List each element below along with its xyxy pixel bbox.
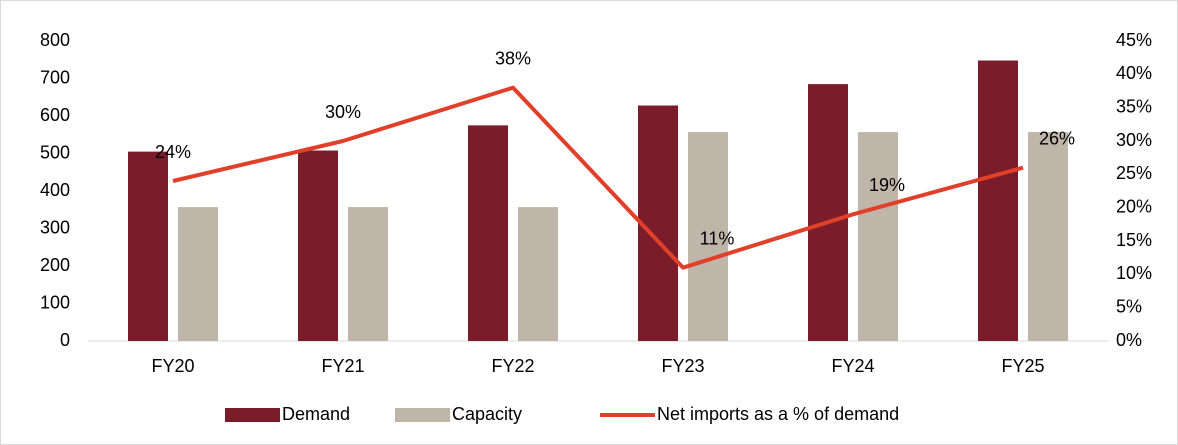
x-tick-label: FY20 [151,356,194,376]
x-tick-label: FY23 [661,356,704,376]
bar [178,207,218,341]
y2-tick-label: 45% [1116,30,1152,50]
bar [1028,132,1068,341]
legend-label: Net imports as a % of demand [657,404,899,424]
y-tick-label: 600 [40,105,70,125]
bar [348,207,388,341]
y2-tick-label: 15% [1116,230,1152,250]
legend-swatch [225,408,280,422]
y-tick-label: 100 [40,292,70,312]
y2-tick-label: 35% [1116,96,1152,116]
y-tick-label: 0 [60,330,70,350]
y-tick-label: 700 [40,67,70,87]
data-label: 19% [869,175,905,195]
line [172,85,1024,270]
data-label: 26% [1039,128,1075,148]
x-tick-label: FY22 [491,356,534,376]
bar [128,151,168,341]
bar [298,150,338,341]
y-tick-label: 500 [40,142,70,162]
bar [978,60,1018,341]
bar [518,207,558,341]
x-tick-label: FY24 [831,356,874,376]
y-tick-label: 300 [40,217,70,237]
data-label: 30% [325,102,361,122]
data-label: 38% [495,48,531,68]
y2-tick-label: 40% [1116,63,1152,83]
y2-tick-label: 20% [1116,196,1152,216]
bar [808,84,848,341]
y2-tick-label: 25% [1116,163,1152,183]
x-tick-label: FY25 [1001,356,1044,376]
y2-tick-label: 5% [1116,296,1142,316]
bar [688,132,728,341]
x-tick-label: FY21 [321,356,364,376]
data-label: 11% [700,228,735,248]
y-tick-label: 200 [40,255,70,275]
bar [858,132,898,341]
data-label: 24% [155,142,191,162]
y2-tick-label: 30% [1116,130,1152,150]
bar [638,105,678,341]
legend-label: Capacity [452,404,522,424]
bar [468,125,508,341]
legend-swatch [395,408,450,422]
legend-label: Demand [282,404,350,424]
y2-tick-label: 10% [1116,263,1152,283]
y-tick-label: 400 [40,180,70,200]
y2-tick-label: 0% [1116,330,1142,350]
y-tick-label: 800 [40,30,70,50]
